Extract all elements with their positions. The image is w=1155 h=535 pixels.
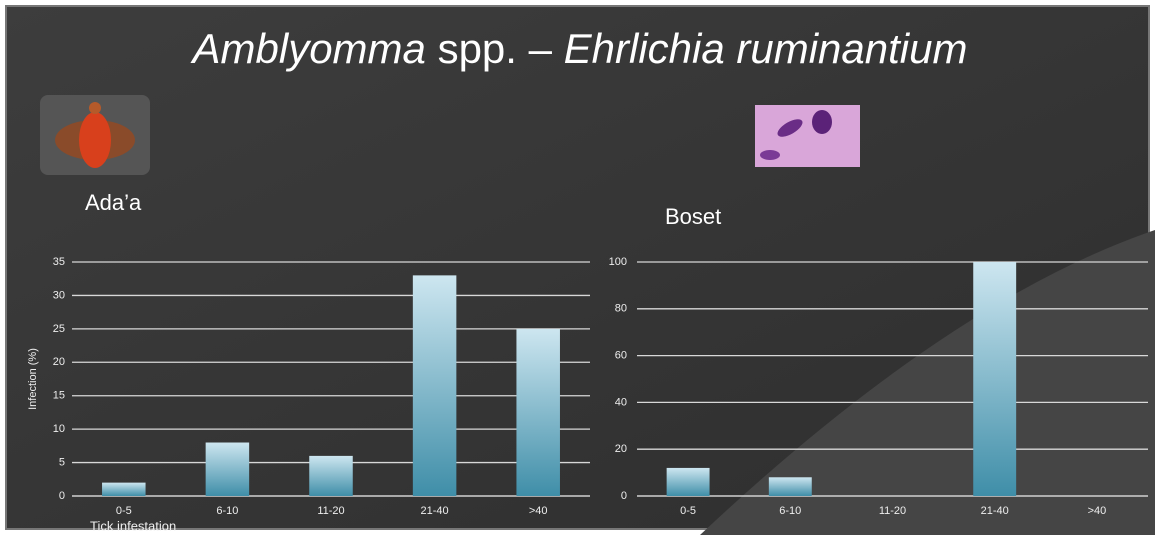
y-tick-label: 15 [53, 390, 65, 402]
y-tick-label: 0 [621, 490, 627, 502]
tick-image [40, 95, 150, 175]
y-tick-label: 30 [53, 289, 65, 301]
bar [973, 262, 1017, 496]
x-tick-label: >40 [1088, 505, 1107, 517]
bar [768, 477, 812, 496]
x-tick-label: 21-40 [981, 505, 1009, 517]
y-tick-label: 5 [59, 456, 65, 468]
bar [516, 328, 560, 496]
x-tick-label: 0-5 [116, 505, 132, 517]
decoration [700, 230, 1155, 535]
y-tick-label: 20 [53, 356, 65, 368]
bar [205, 442, 250, 496]
x-tick-label: 11-20 [317, 505, 344, 517]
x-tick-label: >40 [529, 505, 548, 517]
y-tick-label: 40 [615, 396, 627, 408]
title-part: spp. – [438, 25, 553, 72]
x-tick-label: 0-5 [680, 505, 696, 517]
y-tick-label: 20 [615, 443, 627, 455]
microscope-image [755, 105, 860, 167]
x-tick-label: 6-10 [216, 505, 238, 517]
y-tick-label: 60 [615, 350, 627, 362]
x-axis-label: Tick infestation [90, 518, 176, 533]
bar [309, 455, 353, 496]
x-tick-label: 21-40 [421, 505, 449, 517]
y-axis-label: Infection (%) [27, 348, 39, 410]
bar [102, 482, 146, 496]
chart-title: Boset [665, 204, 721, 229]
y-tick-label: 25 [53, 323, 65, 335]
x-tick-label: 11-20 [879, 505, 906, 517]
title-part: Amblyomma [190, 25, 426, 72]
chart-title: Ada’a [85, 190, 142, 215]
title-part: Ehrlichia ruminantium [564, 25, 968, 72]
bar [666, 467, 710, 496]
x-tick-label: 6-10 [779, 505, 801, 517]
y-tick-label: 35 [53, 256, 65, 268]
y-tick-label: 0 [59, 490, 65, 502]
y-tick-label: 80 [615, 303, 627, 315]
bar [412, 275, 457, 496]
y-tick-label: 100 [609, 256, 627, 268]
y-tick-label: 10 [53, 423, 65, 435]
slide-title: Amblyomma spp. – Ehrlichia ruminantium [190, 25, 968, 72]
